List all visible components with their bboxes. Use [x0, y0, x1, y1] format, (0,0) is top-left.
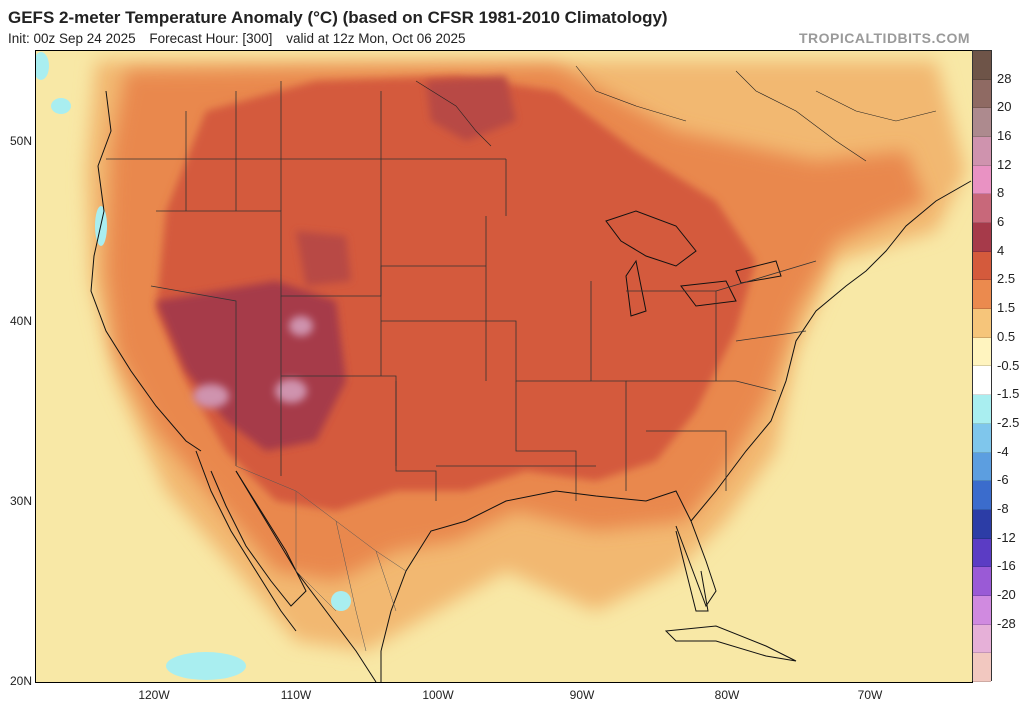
- colorbar-swatch: [973, 538, 991, 568]
- lat-label-40n: 40N: [9, 314, 32, 328]
- colorbar-tick-label: -6: [997, 472, 1009, 488]
- anomaly-peaks: [193, 316, 313, 408]
- colorbar-swatch: [973, 567, 991, 596]
- colorbar-tick-label: -16: [997, 558, 1016, 574]
- colorbar-swatch: [973, 452, 991, 482]
- colorbar-tick-label: -8: [997, 500, 1009, 516]
- colorbar-tick-label: 1.5: [997, 300, 1016, 316]
- colorbar-swatch: [973, 108, 991, 138]
- colorbar-swatch: [973, 51, 991, 80]
- colorbar-swatch: [973, 366, 991, 396]
- colorbar-swatch: [973, 280, 991, 310]
- colorbar: [972, 50, 992, 682]
- colorbar-tick-label: -2.5: [997, 414, 1020, 430]
- colorbar-tick-label: 2.5: [997, 271, 1016, 287]
- colorbar-swatch: [973, 481, 991, 510]
- watermark: TROPICALTIDBITS.COM: [798, 30, 970, 46]
- init-time: Init: 00z Sep 24 2025: [8, 31, 136, 46]
- colorbar-tick-label: -0.5: [997, 357, 1020, 373]
- colorbar-tick-label: -1.5: [997, 386, 1020, 402]
- colorbar-tick-label: 8: [997, 185, 1005, 201]
- colorbar-swatch: [973, 309, 991, 338]
- anomaly-map: [36, 51, 972, 682]
- colorbar-swatch: [973, 595, 991, 625]
- lon-label-70w: 70W: [857, 688, 883, 702]
- coastlines: [90, 90, 972, 682]
- lon-label-80w: 80W: [714, 688, 740, 702]
- lon-label-120w: 120W: [138, 688, 170, 702]
- colorbar-tick-label: -12: [997, 529, 1016, 545]
- colorbar-swatch: [973, 509, 991, 539]
- colorbar-swatch: [973, 251, 991, 281]
- colorbar-swatch: [973, 653, 991, 682]
- colorbar-tick-label: 28: [997, 70, 1012, 86]
- colorbar-swatch: [973, 624, 991, 654]
- colorbar-tick-label: -20: [997, 586, 1016, 602]
- colorbar-swatch: [973, 423, 991, 453]
- colorbar-swatch: [973, 223, 991, 252]
- colorbar-swatch: [973, 137, 991, 166]
- colorbar-tick-label: 0.5: [997, 328, 1016, 344]
- map-subtitle: Init: 00z Sep 24 2025 Forecast Hour: [30…: [8, 31, 476, 46]
- colorbar-swatch: [973, 194, 991, 224]
- map-title: GEFS 2-meter Temperature Anomaly (°C) (b…: [8, 8, 668, 27]
- colorbar-tick-label: 16: [997, 128, 1012, 144]
- lat-label-30n: 30N: [9, 494, 32, 508]
- colorbar-tick-label: -28: [997, 615, 1016, 631]
- colorbar-swatch: [973, 165, 991, 195]
- colorbar-swatch: [973, 395, 991, 424]
- forecast-hour: Forecast Hour: [300]: [149, 31, 273, 46]
- lon-label-90w: 90W: [569, 688, 595, 702]
- state-borders: [106, 81, 817, 501]
- colorbar-tick-label: 12: [997, 156, 1012, 172]
- valid-time: valid at 12z Mon, Oct 06 2025: [286, 31, 466, 46]
- colorbar-tick-label: 6: [997, 214, 1005, 230]
- lat-label-50n: 50N: [9, 134, 32, 148]
- map-panel: [35, 50, 973, 683]
- lon-label-110w: 110W: [280, 688, 312, 702]
- lon-label-100w: 100W: [422, 688, 454, 702]
- colorbar-swatch: [973, 79, 991, 109]
- colorbar-tick-label: -4: [997, 443, 1009, 459]
- lat-label-20n: 20N: [9, 674, 32, 688]
- canada-features: [415, 65, 937, 162]
- colorbar-tick-label: 20: [997, 99, 1012, 115]
- colorbar-tick-label: 4: [997, 242, 1005, 258]
- colorbar-swatch: [973, 337, 991, 367]
- mexico-borders: [235, 465, 407, 652]
